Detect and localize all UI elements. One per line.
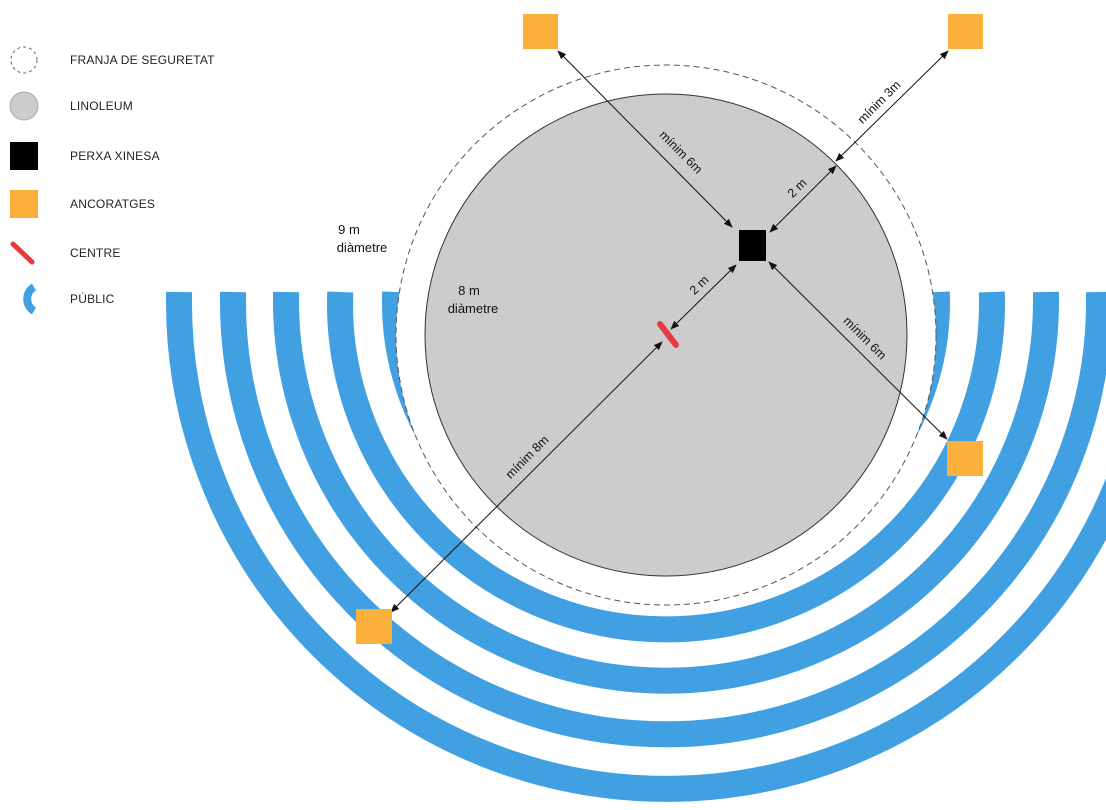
legend-label-pole: PERXA XINESA bbox=[70, 149, 160, 163]
dashed-circle-icon bbox=[8, 44, 42, 76]
legend-item-pole: PERXA XINESA bbox=[8, 140, 160, 172]
legend-label-centre: CENTRE bbox=[70, 246, 121, 260]
dim-line-min6m-right bbox=[768, 261, 948, 440]
anchor-right bbox=[947, 441, 983, 476]
anchor-top-left bbox=[523, 14, 558, 49]
legend: FRANJA DE SEGURETAT LINOLEUM PERXA XINES… bbox=[0, 0, 300, 330]
orange-square-icon bbox=[8, 188, 42, 220]
legend-label-anchors: ANCORATGES bbox=[70, 197, 156, 211]
dim-line-top-left bbox=[557, 50, 733, 228]
dim-line-2m-center bbox=[670, 264, 737, 330]
legend-label-safety: FRANJA DE SEGURETAT bbox=[70, 53, 215, 67]
legend-item-linoleum: LINOLEUM bbox=[8, 90, 133, 122]
legend-label-audience: PÚBLIC bbox=[70, 292, 115, 306]
legend-label-linoleum: LINOLEUM bbox=[70, 99, 133, 113]
legend-item-anchors: ANCORATGES bbox=[8, 188, 155, 220]
outer-diameter-value: 9 m bbox=[338, 222, 360, 237]
dim-line-min8m bbox=[390, 341, 663, 613]
audience-row-3 bbox=[273, 291, 1059, 694]
inner-diameter-value: 8 m bbox=[458, 283, 480, 298]
audience-row-4 bbox=[220, 291, 1106, 748]
anchors bbox=[356, 14, 983, 644]
anchor-top-right bbox=[948, 14, 983, 49]
legend-item-safety: FRANJA DE SEGURETAT bbox=[8, 44, 215, 76]
red-dash-icon bbox=[8, 237, 42, 269]
dim-line-2m-ne bbox=[769, 165, 837, 233]
black-square-icon bbox=[8, 140, 42, 172]
legend-item-centre: CENTRE bbox=[8, 237, 121, 269]
centre-marker bbox=[657, 321, 679, 348]
anchor-bottom-left bbox=[356, 609, 392, 644]
audience-row-5 bbox=[166, 291, 1106, 802]
outer-diameter-word: diàmetre bbox=[337, 240, 388, 255]
blue-arc-icon bbox=[8, 283, 42, 315]
dimension-lines bbox=[390, 50, 949, 613]
inner-diameter-word: diàmetre bbox=[448, 301, 499, 316]
legend-item-audience: PÚBLIC bbox=[8, 283, 115, 315]
dim-line-min3m bbox=[835, 50, 949, 162]
gray-circle-icon bbox=[8, 90, 42, 122]
chinese-pole bbox=[739, 230, 766, 261]
